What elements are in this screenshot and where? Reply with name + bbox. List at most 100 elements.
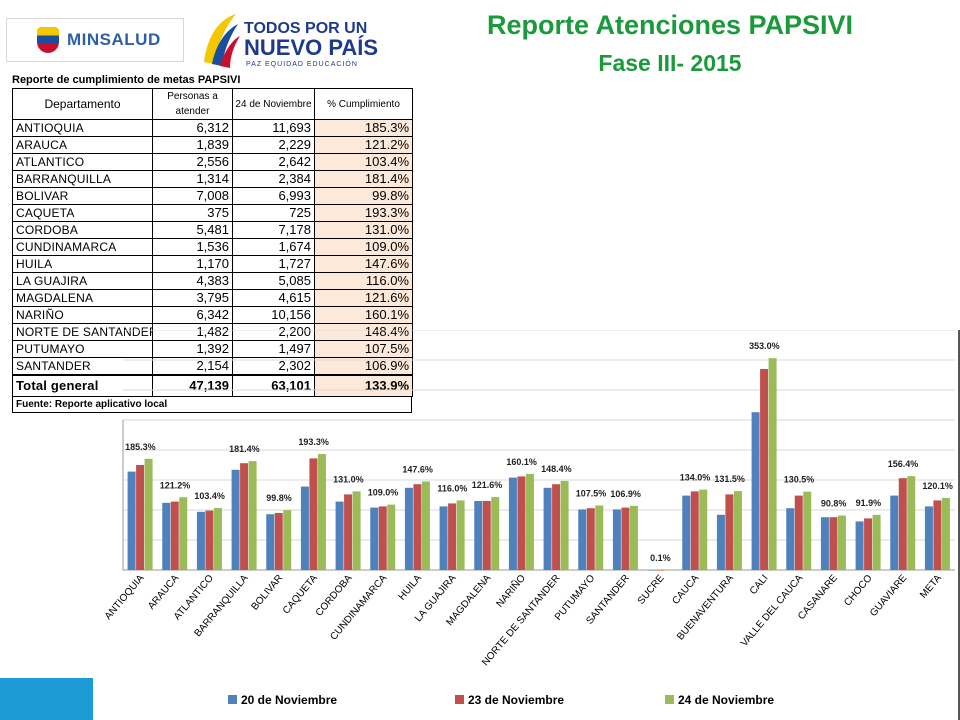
- department-cell: CAQUETA: [12, 204, 153, 222]
- data-label: 120.1%: [922, 481, 953, 491]
- data-label: 131.5%: [714, 474, 745, 484]
- value-cell: 7,178: [232, 221, 315, 239]
- logo-line-2: NUEVO PAÍS: [244, 35, 379, 60]
- legend-item-series-2: 23 de Noviembre: [455, 690, 564, 710]
- value-cell: 6,342: [152, 306, 233, 324]
- data-label: 103.4%: [194, 491, 225, 501]
- data-label: 107.5%: [576, 489, 607, 499]
- value-cell: 6,312: [152, 119, 233, 137]
- bar-2: [240, 463, 249, 570]
- bar-3: [803, 491, 812, 570]
- legend-swatch-red: [455, 695, 464, 705]
- table-header-row: Departamento Personas a atender 24 de No…: [12, 88, 413, 120]
- category-label: SUCRE: [636, 573, 667, 607]
- category-label: NARIÑO: [493, 571, 528, 609]
- page-title: Reporte Atenciones PAPSIVI: [486, 10, 854, 40]
- table-row: HUILA 1,170 1,727 147.6%: [12, 255, 413, 273]
- bar-2: [344, 494, 353, 570]
- category-label: VALLE DEL CAUCA: [739, 573, 806, 649]
- department-cell: Total general: [12, 374, 153, 397]
- bar-3: [456, 500, 465, 570]
- bar-2: [760, 369, 769, 570]
- bar-2: [274, 513, 283, 570]
- bar-1: [127, 471, 136, 570]
- data-label: 185.3%: [125, 442, 156, 452]
- table-row: ARAUCA 1,839 2,229 121.2%: [12, 136, 413, 154]
- data-label: 147.6%: [402, 464, 433, 474]
- value-cell: 5,481: [152, 221, 233, 239]
- logo-line-3: PAZ EQUIDAD EDUCACIÓN: [246, 61, 358, 68]
- bar-3: [352, 491, 361, 570]
- legend-item-series-1: 20 de Noviembre: [228, 690, 337, 710]
- value-cell: 6,993: [232, 187, 315, 205]
- value-cell: 1,536: [152, 238, 233, 256]
- bar-1: [439, 506, 448, 570]
- percent-cell: 107.5%: [314, 340, 413, 358]
- category-label: HUILA: [397, 573, 425, 603]
- value-cell: 2,384: [232, 170, 315, 188]
- bar-chart: 185.3% ANTIOQUIA 121.2% ARAUCA 103.4% ATLANTI…: [93, 330, 959, 720]
- bar-1: [404, 487, 413, 570]
- bar-2: [829, 517, 838, 570]
- colombia-shield-icon: [37, 27, 59, 53]
- table-row: NARIÑO 6,342 10,156 160.1%: [12, 306, 413, 324]
- value-cell: 11,693: [232, 119, 315, 137]
- value-cell: 2,229: [232, 136, 315, 154]
- bar-3: [560, 480, 569, 570]
- percent-cell: 181.4%: [314, 170, 413, 188]
- bar-3: [699, 489, 708, 570]
- percent-cell: 116.0%: [314, 272, 413, 290]
- bar-1: [578, 509, 587, 570]
- table-row: ATLANTICO 2,556 2,642 103.4%: [12, 153, 413, 171]
- bar-1: [231, 469, 240, 570]
- category-label: CHOCO: [842, 573, 874, 609]
- bar-3: [872, 514, 881, 570]
- value-cell: 5,085: [232, 272, 315, 290]
- table-row: MAGDALENA 3,795 4,615 121.6%: [12, 289, 413, 307]
- legend-item-series-3: 24 de Noviembre: [665, 690, 774, 710]
- percent-cell: 160.1%: [314, 306, 413, 324]
- compliance-table: Departamento Personas a atender 24 de No…: [12, 88, 413, 397]
- value-cell: 1,392: [152, 340, 233, 358]
- bar-1: [266, 514, 275, 570]
- bar-chart-svg: 185.3%ANTIOQUIA121.2%ARAUCA103.4%ATLANTI…: [103, 330, 955, 668]
- percent-cell: 109.0%: [314, 238, 413, 256]
- value-cell: 63,101: [232, 374, 315, 397]
- table-source-note: Fuente: Reporte aplicativo local: [12, 397, 412, 413]
- value-cell: 10,156: [232, 306, 315, 324]
- bar-1: [162, 502, 171, 570]
- bar-2: [205, 510, 214, 570]
- bar-1: [612, 509, 621, 570]
- bar-2: [621, 507, 630, 570]
- bar-3: [525, 473, 534, 570]
- department-cell: ATLANTICO: [12, 153, 153, 171]
- value-cell: 2,556: [152, 153, 233, 171]
- value-cell: 1,497: [232, 340, 315, 358]
- table-row: BARRANQUILLA 1,314 2,384 181.4%: [12, 170, 413, 188]
- data-label: 181.4%: [229, 444, 260, 454]
- bar-1: [855, 521, 864, 570]
- bar-3: [768, 358, 777, 570]
- bar-1: [474, 501, 483, 570]
- bar-2: [586, 508, 595, 570]
- bar-3: [387, 504, 396, 570]
- percent-cell: 103.4%: [314, 153, 413, 171]
- bar-1: [370, 507, 379, 570]
- bar-2: [309, 458, 318, 570]
- percent-cell: 193.3%: [314, 204, 413, 222]
- table-row: CAQUETA 375 725 193.3%: [12, 204, 413, 222]
- percent-cell: 147.6%: [314, 255, 413, 273]
- bar-3: [837, 515, 846, 570]
- data-label: 91.9%: [856, 498, 882, 508]
- bar-2: [552, 484, 561, 570]
- bar-2: [933, 500, 942, 570]
- bar-1: [508, 477, 517, 570]
- table-row: ANTIOQUIA 6,312 11,693 185.3%: [12, 119, 413, 137]
- todos-por-un-nuevo-pais-logo: TODOS POR UN NUEVO PAÍS PAZ EQUIDAD EDUC…: [200, 8, 386, 70]
- bar-2: [690, 491, 699, 570]
- value-cell: 1,727: [232, 255, 315, 273]
- data-label: 99.8%: [266, 493, 292, 503]
- category-label: CALI: [748, 573, 771, 597]
- legend-label: 23 de Noviembre: [468, 693, 565, 707]
- department-cell: HUILA: [12, 255, 153, 273]
